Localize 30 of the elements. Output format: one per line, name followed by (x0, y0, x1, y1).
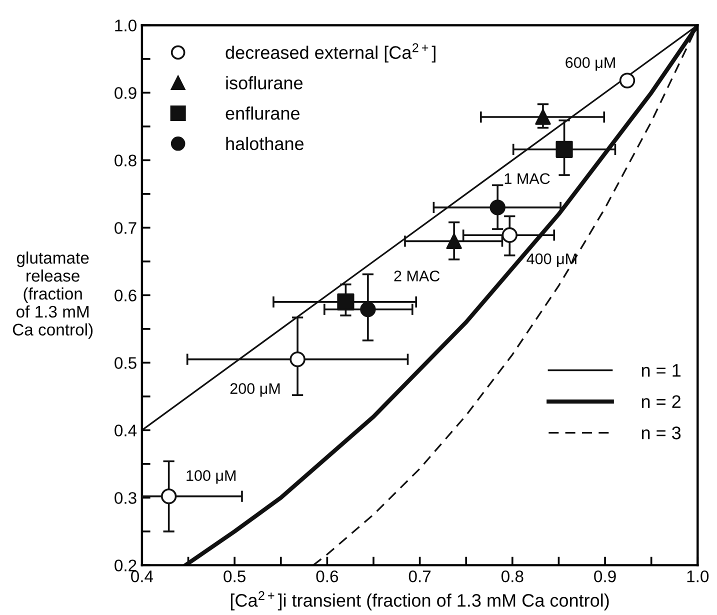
legend-label: decreased external [Ca$^{2+}$] (226, 43, 436, 63)
annotation: 100 μM (186, 470, 236, 484)
y-tick-label: 0.8 (114, 154, 136, 166)
y-tick-label: 1.0 (115, 20, 136, 32)
annotation: 600 μM (566, 57, 615, 71)
x-tick-label: 1.0 (687, 570, 709, 582)
x-tick-label: 0.7 (408, 570, 431, 582)
y-tick-label: 0.2 (114, 560, 136, 572)
x-tick-label: 0.6 (316, 570, 338, 582)
y-tick-label: 0.9 (114, 87, 136, 99)
x-axis-title: [Ca$^{2+}$]i transient (fraction of 1.3 mM Ca control) (230, 591, 609, 610)
legend-label: halothane (226, 136, 304, 150)
legend-label: n = 1 (642, 364, 681, 377)
x-tick-label: 0.4 (131, 570, 154, 582)
y-tick-label: 0.6 (114, 290, 136, 302)
y-tick-label: 0.3 (114, 492, 136, 504)
annotation: 2 MAC (394, 270, 440, 282)
legend-label: isoflurane (226, 76, 303, 90)
annotation: 1 MAC (504, 173, 550, 184)
x-tick-label: 0.5 (224, 570, 246, 582)
x-tick-label: 0.9 (594, 570, 616, 582)
legend-label: n = 2 (642, 395, 680, 408)
legend-label: enflurane (226, 106, 300, 120)
y-tick-label: 0.5 (114, 357, 136, 369)
y-axis-title: glutamate release (fraction of 1.3 mM Ca control) (12, 252, 93, 339)
y-tick-label: 0.7 (114, 222, 136, 234)
x-tick-label: 0.8 (501, 570, 524, 582)
legend-label: n = 3 (642, 426, 681, 440)
y-tick-label: 0.4 (114, 424, 137, 436)
annotation: 200 μM (230, 383, 280, 397)
